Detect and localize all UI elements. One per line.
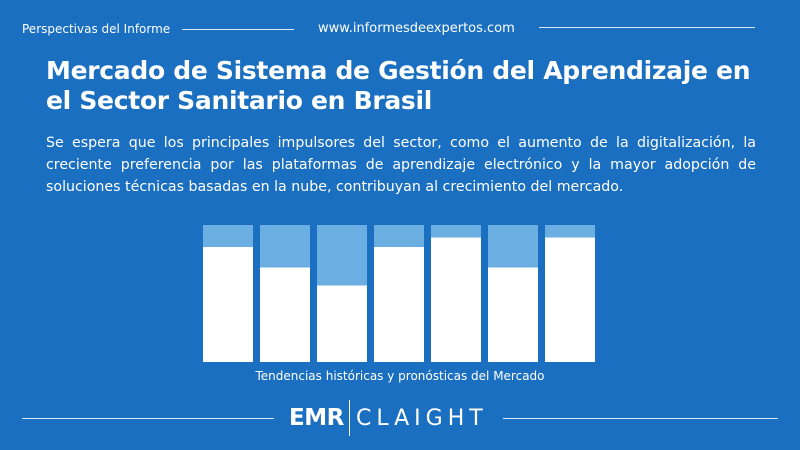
bar-segment-value [317,285,367,362]
bar-segment-remainder [203,225,253,247]
header-rule-right [539,27,755,28]
bar-segment-remainder [317,225,367,286]
report-insights-label: Perspectivas del Informe [22,22,171,36]
bar-segment-remainder [488,225,538,268]
bar-segment-value [431,237,481,362]
bar-segment-remainder [431,225,481,238]
bar-segment-value [203,246,253,362]
page-title: Mercado de Sistema de Gestión del Aprend… [46,56,751,115]
chart-caption: Tendencias históricas y pronósticas del … [255,369,545,383]
bar-segment-value [545,237,595,362]
footer-rule-right [503,418,778,419]
bar-segment-remainder [260,225,310,268]
bar-segment-value [374,246,424,362]
footer-rule-left [22,418,274,419]
header-rule-left [182,29,294,30]
market-description: Se espera que los principales impulsores… [46,135,756,195]
brand-claight-text: CLAIGHT [356,406,488,431]
brand-emr-text: EMR [289,405,344,431]
brand-separator [349,400,350,436]
site-url[interactable]: www.informesdeexpertos.com [318,21,515,36]
market-trend-chart [203,225,595,362]
bar-segment-value [260,267,310,362]
brand-logo: EMR CLAIGHT [0,400,800,436]
bar-segment-value [488,267,538,362]
bar-segment-remainder [545,225,595,238]
bar-segment-remainder [374,225,424,247]
